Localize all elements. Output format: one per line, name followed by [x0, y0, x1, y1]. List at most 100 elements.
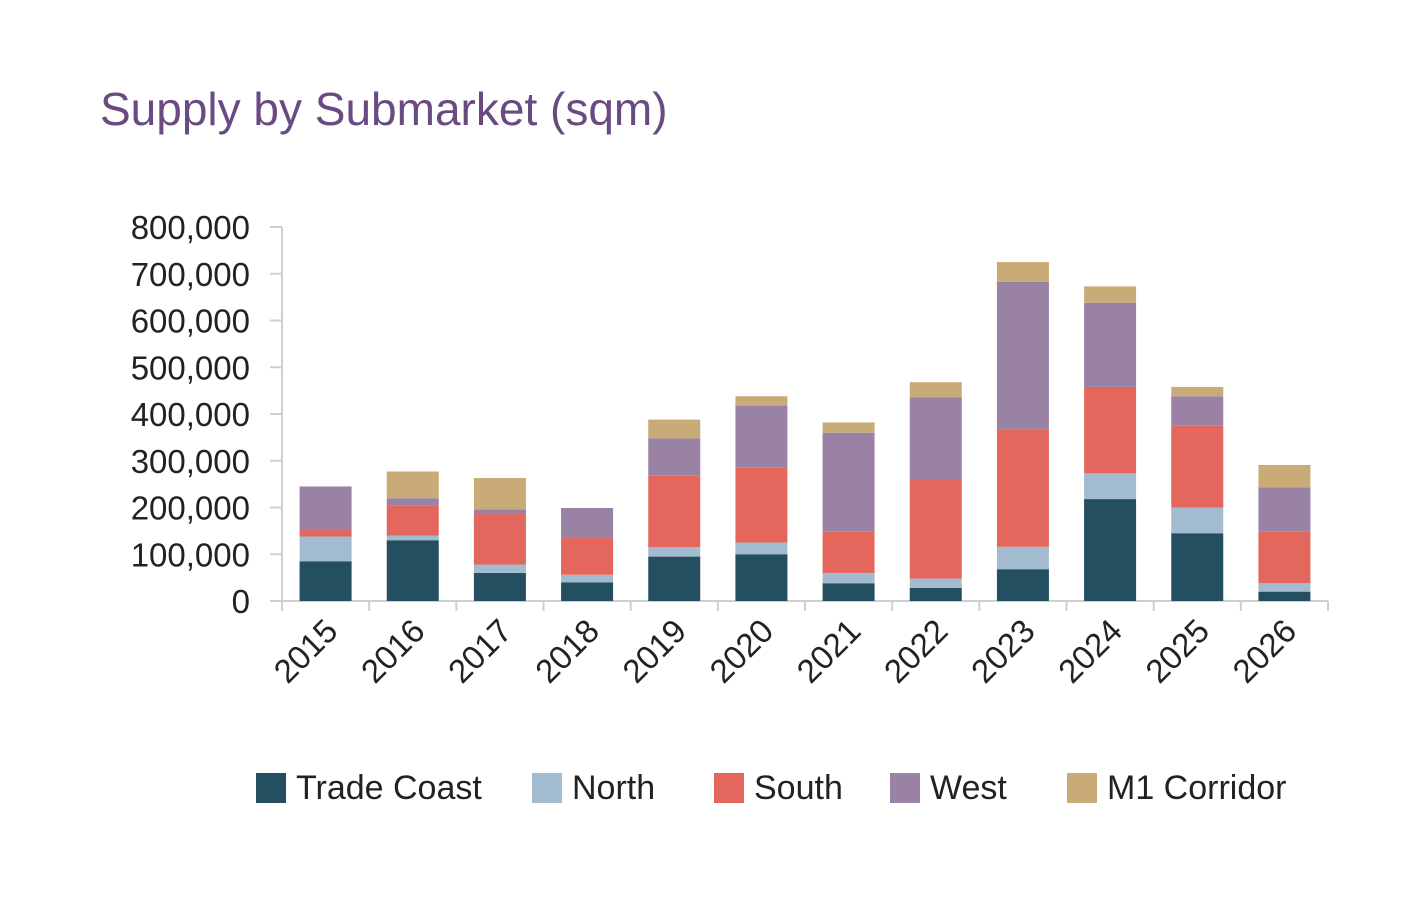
- legend-label: South: [754, 768, 843, 807]
- legend-swatch: [1067, 773, 1097, 803]
- legend-label: North: [572, 768, 656, 807]
- bar-segment-north: [299, 536, 352, 562]
- legend-item: M1 Corridor: [1067, 766, 1286, 810]
- bar-segment-trade-coast: [561, 582, 614, 601]
- bar-segment-south: [735, 467, 788, 543]
- x-tick-label: 2021: [789, 612, 867, 690]
- bar-segment-trade-coast: [648, 556, 701, 601]
- x-tick-label: 2022: [877, 612, 955, 690]
- bar-segment-trade-coast: [735, 554, 788, 601]
- x-tick-label: 2018: [528, 612, 606, 690]
- bar-segment-south: [1084, 386, 1137, 474]
- x-tick-label: 2026: [1225, 612, 1303, 690]
- bar-segment-west: [735, 405, 788, 468]
- x-tick-label: 2017: [441, 612, 519, 690]
- legend-swatch: [256, 773, 286, 803]
- bar-segment-north: [735, 542, 788, 555]
- bar-segment-m1-corridor: [473, 478, 526, 510]
- bar-segment-south: [648, 475, 701, 548]
- bar-segment-trade-coast: [1258, 591, 1311, 601]
- x-tick-label: 2024: [1051, 612, 1129, 690]
- bar-segment-west: [822, 432, 875, 532]
- bar-segment-north: [1084, 473, 1137, 500]
- bar-segment-m1-corridor: [1084, 286, 1137, 303]
- legend-label: West: [930, 768, 1007, 807]
- bar-segment-west: [996, 281, 1049, 430]
- bar-segment-south: [299, 529, 352, 537]
- bar-segment-trade-coast: [909, 587, 962, 601]
- bar-segment-south: [1258, 531, 1311, 584]
- legend-swatch: [890, 773, 920, 803]
- bar-segment-north: [909, 578, 962, 588]
- bar-segment-north: [648, 547, 701, 557]
- x-tick-label: 2020: [702, 612, 780, 690]
- bar-segment-trade-coast: [386, 540, 439, 601]
- bar-segment-south: [822, 531, 875, 573]
- bar-segment-m1-corridor: [648, 419, 701, 439]
- bar-segment-west: [1171, 396, 1224, 426]
- bar-segment-m1-corridor: [996, 262, 1049, 282]
- bar-segment-m1-corridor: [909, 382, 962, 398]
- bar-segment-m1-corridor: [822, 422, 875, 433]
- bar-segment-trade-coast: [1084, 499, 1137, 601]
- legend-label: M1 Corridor: [1107, 768, 1287, 807]
- bar-segment-west: [561, 507, 614, 538]
- bar-segment-west: [299, 486, 352, 530]
- x-tick-label: 2023: [964, 612, 1042, 690]
- y-tick-label: 700,000: [131, 256, 250, 293]
- legend-item: Trade Coast: [256, 766, 482, 810]
- bar-segment-west: [386, 498, 439, 506]
- bar-segment-west: [909, 397, 962, 479]
- bar-segment-south: [996, 429, 1049, 547]
- bar-segment-m1-corridor: [735, 396, 788, 406]
- bar-segment-north: [561, 574, 614, 583]
- legend-swatch: [714, 773, 744, 803]
- bar-segment-trade-coast: [996, 569, 1049, 601]
- bar-segment-m1-corridor: [1258, 464, 1311, 488]
- y-tick-label: 800,000: [131, 209, 250, 246]
- bar-segment-m1-corridor: [1171, 386, 1224, 397]
- bar-segment-south: [473, 514, 526, 565]
- bar-segment-m1-corridor: [386, 471, 439, 499]
- x-tick-label: 2015: [266, 612, 344, 690]
- bar-segment-north: [996, 546, 1049, 570]
- x-axis: 2015 2016 2017 2018 2019 2020 2021 2022 2023 2024…: [266, 600, 1329, 690]
- bars: [299, 262, 1311, 601]
- y-tick-label: 500,000: [131, 349, 250, 386]
- bar-segment-south: [1171, 425, 1224, 508]
- legend-label: Trade Coast: [296, 768, 482, 807]
- legend: Trade Coast North South West M1 Corridor: [0, 766, 1424, 810]
- bar-segment-west: [473, 509, 526, 515]
- legend-item: North: [532, 766, 655, 810]
- y-tick-label: 300,000: [131, 443, 250, 480]
- bar-segment-south: [386, 505, 439, 536]
- y-tick-label: 600,000: [131, 303, 250, 340]
- bar-segment-north: [822, 572, 875, 584]
- bar-segment-south: [909, 478, 962, 579]
- legend-item: West: [890, 766, 1007, 810]
- bar-segment-trade-coast: [473, 572, 526, 601]
- y-axis: 0 100,000 200,000 300,000 400,000 500,000 600,…: [131, 209, 283, 620]
- bar-segment-north: [386, 535, 439, 541]
- bar-segment-north: [473, 564, 526, 573]
- legend-item: South: [714, 766, 843, 810]
- bar-segment-west: [648, 438, 701, 476]
- bar-segment-trade-coast: [1171, 533, 1224, 601]
- bar-segment-north: [1258, 583, 1311, 592]
- bar-segment-west: [1084, 302, 1137, 387]
- y-tick-label: 100,000: [131, 536, 250, 573]
- chart-title: Supply by Submarket (sqm): [100, 83, 668, 135]
- x-tick-label: 2019: [615, 612, 693, 690]
- y-tick-label: 200,000: [131, 490, 250, 527]
- x-tick-label: 2016: [354, 612, 432, 690]
- bar-segment-west: [1258, 487, 1311, 532]
- y-tick-label: 400,000: [131, 396, 250, 433]
- legend-swatch: [532, 773, 562, 803]
- bar-segment-trade-coast: [822, 583, 875, 601]
- bar-segment-trade-coast: [299, 561, 352, 601]
- bar-segment-south: [561, 537, 614, 575]
- x-tick-label: 2025: [1138, 612, 1216, 690]
- bar-segment-north: [1171, 507, 1224, 534]
- y-tick-label: 0: [232, 583, 250, 620]
